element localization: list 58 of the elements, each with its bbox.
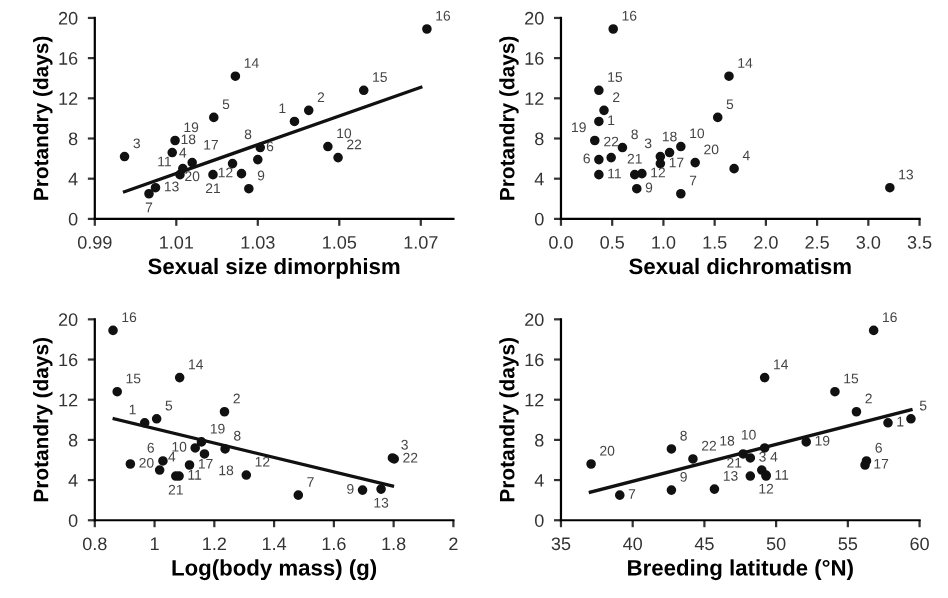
x-axis-title: Sexual size dimorphism xyxy=(148,257,400,279)
x-tick-label: 1.05 xyxy=(323,236,357,249)
y-tick-label: 0 xyxy=(68,514,78,527)
x-tick-label: 1.01 xyxy=(160,236,193,249)
x-tick-label: 1.4 xyxy=(262,537,287,551)
x-tick-label: 1.07 xyxy=(404,236,438,249)
x-tick-label: 1.03 xyxy=(241,236,275,249)
x-tick-label: 1 xyxy=(150,537,159,551)
y-tick-label: 20 xyxy=(58,11,78,25)
y-tick-label: 16 xyxy=(59,353,78,367)
y-tick-label: 20 xyxy=(525,11,544,25)
x-axis-title: Sexual dichromatism xyxy=(629,257,851,275)
y-tick-label: 0 xyxy=(534,212,544,226)
y-tick-label: 8 xyxy=(68,433,78,447)
x-tick-label: 1.0 xyxy=(652,236,676,249)
x-tick-label: 0.0 xyxy=(549,236,573,249)
y-tick-label: 4 xyxy=(68,474,78,487)
y-tick-label: 16 xyxy=(525,353,544,367)
x-tick-label: 45 xyxy=(694,537,714,551)
y-tick-label: 4 xyxy=(68,172,78,186)
x-tick-label: 1.6 xyxy=(322,537,346,551)
y-tick-label: 4 xyxy=(534,172,544,186)
x-tick-label: 40 xyxy=(623,537,643,551)
y-tick-label: 12 xyxy=(525,393,544,407)
y-tick-label: 0 xyxy=(534,514,544,527)
y-axis-title: Protandry (days) xyxy=(33,36,53,200)
x-tick-label: 1.2 xyxy=(203,537,226,551)
y-tick-label: 8 xyxy=(535,132,544,146)
x-axis-title: Breeding latitude (°N) xyxy=(628,559,853,581)
x-tick-label: 2.0 xyxy=(754,236,778,249)
x-tick-label: 3.0 xyxy=(856,236,881,249)
x-tick-label: 2.5 xyxy=(805,236,829,249)
y-tick-label: 8 xyxy=(535,433,544,447)
y-tick-label: 12 xyxy=(59,393,78,407)
x-axis-title: Log(body mass) (g) xyxy=(172,559,377,581)
y-tick-label: 0 xyxy=(68,212,78,226)
x-tick-label: 0.99 xyxy=(77,236,112,249)
y-tick-label: 8 xyxy=(68,132,78,146)
y-axis-title: Protandry (days) xyxy=(33,338,53,502)
y-tick-label: 16 xyxy=(525,52,544,65)
y-tick-label: 4 xyxy=(534,474,544,487)
y-tick-label: 16 xyxy=(59,52,78,65)
x-tick-label: 60 xyxy=(910,537,929,551)
x-tick-label: 50 xyxy=(766,537,786,551)
x-tick-label: 55 xyxy=(838,537,858,551)
y-tick-label: 20 xyxy=(58,313,78,327)
x-tick-label: 0.8 xyxy=(82,537,107,551)
x-tick-label: 1.5 xyxy=(703,236,727,249)
y-axis-title: Protandry (days) xyxy=(499,36,519,200)
y-axis-title: Protandry (days) xyxy=(499,338,519,502)
x-tick-label: 1.8 xyxy=(382,537,406,551)
x-tick-label: 2 xyxy=(449,537,458,551)
x-tick-label: 0.5 xyxy=(600,236,624,249)
y-tick-label: 12 xyxy=(59,92,78,105)
x-tick-label: 35 xyxy=(551,537,571,551)
y-tick-label: 20 xyxy=(525,313,544,327)
y-tick-label: 12 xyxy=(525,92,544,105)
x-tick-label: 3.5 xyxy=(907,236,932,249)
